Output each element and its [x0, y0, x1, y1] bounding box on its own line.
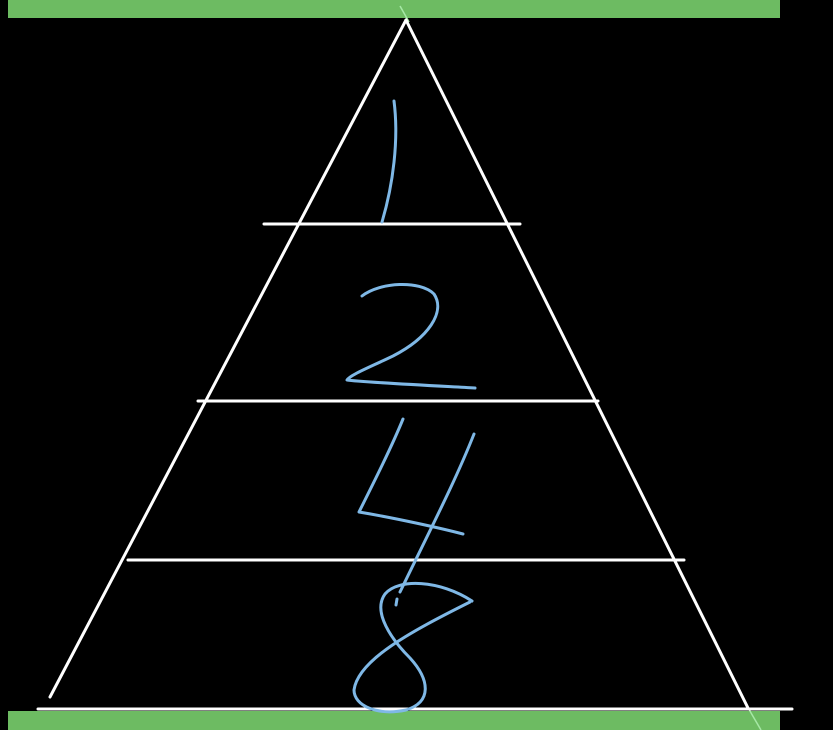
pyramid-left-side	[48, 18, 408, 699]
bottom-green-bar	[8, 711, 780, 730]
top-green-bar	[8, 0, 780, 18]
handwritten-labels	[345, 99, 477, 714]
pyramid-outline	[36, 18, 794, 711]
tier-2-handwritten-number	[345, 283, 477, 390]
pyramid-right-side	[404, 18, 750, 710]
tier-4-handwritten-number	[352, 581, 474, 714]
pen-stroke-top	[399, 5, 410, 23]
tier-3-handwritten-number	[357, 417, 476, 594]
tier-1-handwritten-number	[380, 99, 398, 224]
